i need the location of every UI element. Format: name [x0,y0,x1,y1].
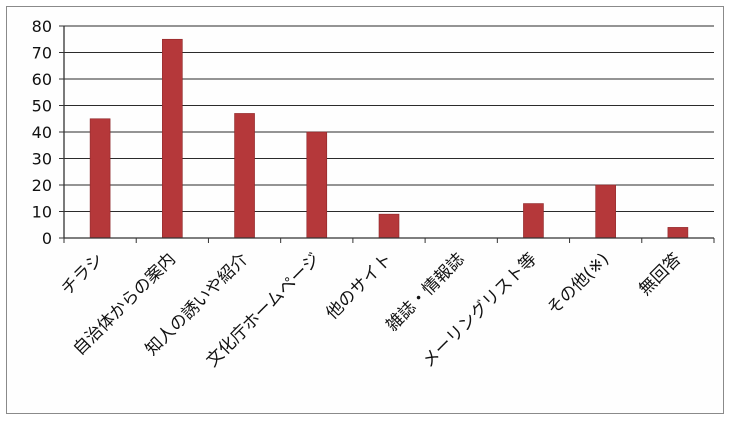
y-tick-label: 20 [32,176,52,195]
bar [162,38,183,239]
bar [595,184,616,239]
x-category-label: 他のサイト [322,249,396,323]
y-tick-label: 60 [32,70,52,89]
x-category-label: チラシ [58,249,108,299]
axes [59,25,715,243]
y-tick-label: 40 [32,123,52,142]
bar [234,113,255,239]
gridlines [64,25,714,213]
y-tick-label: 0 [42,229,52,248]
bar [306,131,328,239]
y-tick-label: 70 [32,44,52,63]
x-category-label: その他(※) [544,249,614,319]
y-tick-label: 30 [32,150,52,169]
bar [523,203,544,239]
x-axis-category-labels: チラシ自治体からの案内知人の誘いや紹介文化庁ホームページ他のサイト雑誌・情報誌メ… [58,249,686,371]
bar [667,227,689,239]
bars [89,38,689,239]
x-category-label: 無回答 [635,249,685,299]
y-tick-label: 10 [32,203,52,222]
y-tick-label: 80 [32,17,52,36]
bar [89,118,111,239]
y-axis-tick-labels: 0 10 20 30 40 50 60 70 80 [32,17,52,248]
bar [378,213,400,239]
y-tick-label: 50 [32,97,52,116]
